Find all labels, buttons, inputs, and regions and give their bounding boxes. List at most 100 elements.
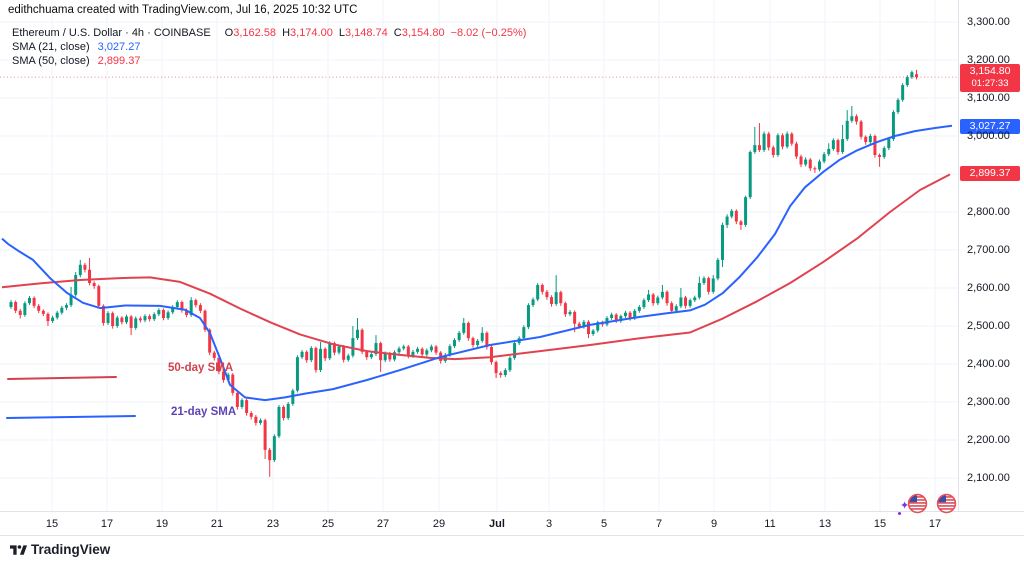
candle-body	[776, 135, 780, 155]
time-axis-label: 11	[764, 518, 776, 530]
candle-body	[254, 416, 258, 423]
candle-body	[129, 316, 133, 328]
candle-body	[637, 307, 641, 311]
candle-body	[540, 284, 544, 292]
candle-body	[314, 348, 318, 371]
legend-sma21-row[interactable]: SMA (21, close) 3,027.27	[12, 40, 526, 54]
candle-body	[245, 400, 249, 414]
candle-body	[882, 148, 886, 157]
candle-body	[411, 351, 415, 357]
trendline-label[interactable]: 50-day SMA	[168, 362, 234, 374]
candle-body	[180, 302, 184, 311]
time-axis[interactable]: 15 17 19 21 23 25 27 29 Jul 3 5 7 9 11 13 15 17	[0, 511, 1024, 536]
candle-body	[374, 343, 378, 355]
candle-body	[480, 332, 484, 341]
candle-body	[905, 77, 909, 86]
price-axis-label: 2,100.00	[967, 472, 1010, 484]
candle-body	[808, 159, 812, 169]
sma50-label: SMA (50, close)	[12, 55, 90, 67]
close-label: C	[393, 27, 402, 39]
candle-body	[222, 371, 226, 380]
time-axis-label: 7	[655, 518, 663, 530]
time-axis-label: 9	[710, 518, 718, 530]
time-axis-label: 15	[873, 518, 887, 530]
candle-body	[614, 314, 618, 322]
sma50-line	[1, 173, 951, 361]
candle-body	[513, 343, 517, 358]
price-chart[interactable]	[0, 0, 958, 535]
candle-body	[619, 316, 623, 322]
candle-body	[596, 322, 600, 331]
price-axis-label: 2,700.00	[967, 244, 1010, 256]
candle-body	[684, 297, 688, 306]
candle-body	[360, 329, 364, 352]
candle-body	[841, 139, 845, 152]
candle-body	[416, 348, 420, 352]
candle-body	[730, 210, 734, 217]
trendline-label[interactable]: 21-day SMA	[171, 406, 237, 418]
trendline[interactable]	[7, 376, 117, 380]
candle-body	[152, 314, 156, 320]
candle-body	[762, 133, 766, 151]
candle-body	[739, 221, 743, 225]
trendline[interactable]	[6, 415, 136, 419]
candle-body	[143, 316, 147, 321]
candle-body	[647, 294, 651, 301]
us-flag-event-icon[interactable]	[907, 493, 928, 514]
candle-body	[674, 306, 678, 311]
candle-body	[37, 305, 41, 311]
candle-body	[453, 340, 457, 347]
symbol-title[interactable]: Ethereum / U.S. Dollar · 4h · COINBASE	[12, 27, 211, 39]
candle-body	[887, 139, 891, 149]
candle-body	[476, 340, 480, 345]
candle-body	[545, 291, 549, 298]
time-axis-label: 15	[45, 518, 59, 530]
candle-body	[771, 147, 775, 155]
price-axis-label: 3,200.00	[967, 54, 1010, 66]
candle-body	[818, 161, 821, 170]
price-axis-label: 2,300.00	[967, 396, 1010, 408]
candle-body	[503, 370, 507, 376]
time-axis-label: 23	[266, 518, 280, 530]
candle-body	[346, 355, 350, 360]
candle-body	[554, 292, 558, 304]
time-axis-label: 19	[155, 518, 169, 530]
candle-body	[55, 312, 59, 318]
candle-body	[406, 346, 410, 357]
us-flag-event-icon[interactable]	[936, 493, 957, 514]
candle-body	[41, 310, 45, 314]
candle-body	[707, 278, 711, 292]
candle-body	[794, 143, 798, 157]
candle-body	[434, 346, 438, 353]
candle-body	[757, 145, 761, 151]
candle-body	[781, 135, 785, 147]
candle-body	[864, 136, 868, 143]
candle-body	[550, 297, 554, 304]
candle-body	[161, 310, 165, 319]
candle-body	[272, 436, 276, 461]
tradingview-logo-icon[interactable]	[10, 544, 27, 558]
candle-body	[850, 116, 854, 121]
time-axis-label: Jul	[489, 518, 505, 530]
legend-sma50-row[interactable]: SMA (50, close) 2,899.37	[12, 54, 526, 68]
candle-body	[291, 390, 295, 404]
candle-body	[697, 283, 701, 298]
candle-body	[194, 300, 198, 306]
candle-body	[323, 348, 327, 359]
candle-body	[212, 352, 216, 358]
tradingview-brand[interactable]: TradingView	[31, 542, 111, 557]
candle-body	[568, 311, 572, 315]
candle-body	[46, 313, 50, 322]
sma50-value: 2,899.37	[97, 55, 141, 67]
candle-body	[891, 112, 895, 140]
price-axis[interactable]: 3,154.80 01:27:33 3,027.27 2,899.37 3,30…	[958, 0, 1024, 535]
candle-body	[23, 303, 27, 315]
candle-body	[670, 303, 674, 311]
time-axis-label: 17	[928, 518, 942, 530]
candle-body	[831, 140, 835, 149]
candle-body	[901, 85, 905, 100]
legend-symbol-row[interactable]: Ethereum / U.S. Dollar · 4h · COINBASE O3…	[12, 26, 526, 40]
candle-body	[448, 346, 452, 355]
sparkle-dot-icon	[898, 512, 901, 515]
candle-body	[189, 300, 193, 315]
